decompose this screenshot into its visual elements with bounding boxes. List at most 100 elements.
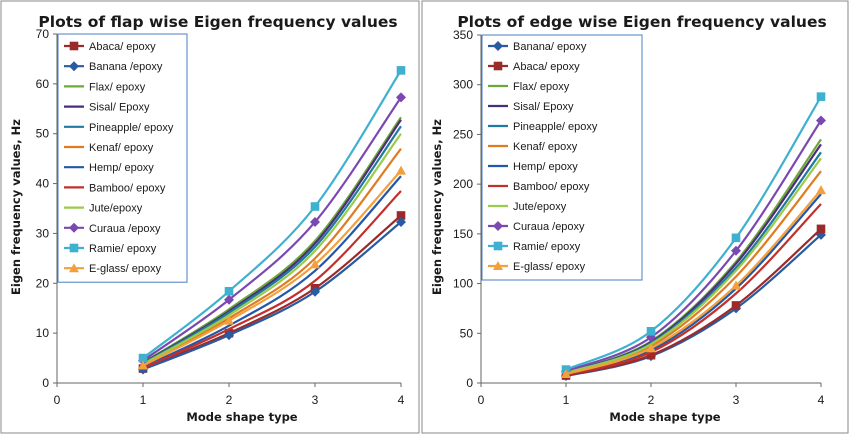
flapwise-y-tick-label: 20 [36, 276, 50, 290]
edgewise-x-tick-label: 2 [648, 393, 655, 407]
flapwise-legend-marker [69, 61, 79, 72]
edgewise-y-tick-label: 250 [453, 127, 473, 141]
flapwise-legend-item: Bamboo/ epoxy [64, 182, 166, 194]
flapwise-x-tick-label: 1 [140, 393, 147, 407]
flapwise-series-line [142, 69, 402, 359]
flapwise-chart-title: Plots of flap wise Eigen frequency value… [38, 13, 397, 31]
flapwise-series-8 [142, 133, 402, 366]
edgewise-plot-area: 0 50 100 150 200 250 300 350 0 1 2 3 4 [453, 28, 826, 407]
edgewise-legend-label: Hemp/ epoxy [513, 161, 578, 173]
edgewise-x-tick-label: 1 [563, 393, 570, 407]
edgewise-chart-panel: Plots of edge wise Eigen frequency value… [421, 0, 849, 434]
flapwise-series-11 [138, 165, 406, 370]
flapwise-x-tick-label: 0 [54, 393, 61, 407]
flapwise-series-9 [138, 92, 406, 366]
flapwise-data-point [310, 259, 320, 269]
edgewise-legend-label: Sisal/ Epoxy [513, 101, 574, 113]
flapwise-legend-label: Kenaf/ epoxy [89, 142, 154, 154]
flapwise-y-tick-label: 40 [36, 177, 50, 191]
flapwise-legend-item: E-glass/ epoxy [64, 263, 162, 275]
edgewise-y-axis-title: Eigen frequency values, Hz [430, 119, 444, 295]
flapwise-y-tick-label: 30 [36, 226, 50, 240]
flapwise-data-point [310, 286, 320, 297]
edgewise-legend-label: Bamboo/ epoxy [513, 181, 590, 193]
flapwise-legend-item: Abaca/ epoxy [64, 41, 156, 53]
flapwise-chart-panel: Plots of flap wise Eigen frequency value… [0, 0, 420, 434]
flapwise-legend-label: Bamboo/ epoxy [89, 182, 166, 194]
edgewise-series-line [565, 228, 822, 377]
edgewise-y-tick-label: 150 [453, 227, 473, 241]
flapwise-plot-area: 0 10 20 30 40 50 60 70 0 1 2 3 4 [36, 27, 406, 407]
flapwise-legend-label: Sisal/ Epoxy [89, 102, 150, 114]
flapwise-legend-item: Jute/epoxy [64, 203, 143, 215]
flapwise-legend-item: Banana /epoxy [64, 61, 163, 73]
edgewise-series-line [565, 189, 822, 376]
flapwise-y-tick-label: 10 [36, 326, 50, 340]
flapwise-legend-marker [69, 243, 79, 253]
edgewise-legend-label: Ramie/ epoxy [513, 241, 581, 253]
flapwise-legend-label: Jute/epoxy [89, 203, 143, 215]
flapwise-legend: Abaca/ epoxy Banana /epoxy Flax/ epoxy Sisa… [57, 33, 188, 283]
edgewise-data-point [731, 280, 741, 290]
edgewise-y-tick-label: 100 [453, 277, 473, 291]
flapwise-y-tick-label: 70 [36, 27, 50, 41]
edgewise-legend-item: Bamboo/ epoxy [488, 181, 590, 193]
flapwise-data-point [396, 165, 406, 175]
edgewise-legend-item: Pineapple/ epoxy [488, 121, 598, 133]
flapwise-series-7 [142, 190, 402, 370]
edgewise-x-tick-label: 3 [733, 393, 740, 407]
flapwise-x-tick-label: 2 [226, 393, 233, 407]
edgewise-series-line [565, 203, 822, 376]
flapwise-series-1 [138, 216, 406, 375]
flapwise-x-tick-label: 4 [398, 393, 405, 407]
edgewise-data-point [731, 233, 741, 243]
flapwise-series-line [142, 96, 402, 362]
edgewise-legend-label: Jute/epoxy [513, 201, 567, 213]
edgewise-legend-box [481, 34, 643, 281]
edgewise-chart-title: Plots of edge wise Eigen frequency value… [457, 13, 826, 31]
flapwise-data-point [138, 360, 148, 370]
flapwise-data-point [224, 286, 234, 296]
edgewise-legend-label: Kenaf/ epoxy [513, 141, 578, 153]
edgewise-x-axis-title: Mode shape type [609, 410, 720, 424]
edgewise-legend-label: E-glass/ epoxy [513, 261, 586, 273]
edgewise-series-7 [565, 203, 822, 376]
flapwise-data-point [224, 330, 234, 341]
flapwise-data-point [224, 294, 234, 305]
flapwise-data-point [396, 216, 406, 227]
flapwise-legend-item: Flax/ epoxy [64, 81, 146, 93]
edgewise-y-tick-label: 0 [466, 376, 473, 390]
flapwise-legend-label: Hemp/ epoxy [89, 162, 154, 174]
flapwise-legend-item: Curaua /epoxy [64, 222, 161, 235]
edgewise-data-point [816, 224, 826, 234]
edgewise-data-point [731, 301, 741, 310]
edgewise-legend-item: Hemp/ epoxy [488, 161, 578, 173]
flapwise-legend-label: Banana /epoxy [89, 61, 163, 73]
flapwise-series-4 [142, 125, 402, 365]
edgewise-series-line [565, 96, 822, 371]
flapwise-series-line [142, 221, 402, 371]
edgewise-y-tick-label: 50 [460, 326, 474, 340]
flapwise-legend-label: Abaca/ epoxy [89, 41, 156, 53]
flapwise-legend-marker [69, 222, 79, 233]
edgewise-legend-marker [493, 261, 503, 270]
flapwise-x-tick-label: 3 [312, 393, 319, 407]
flapwise-series-line [142, 169, 402, 367]
edgewise-legend-item: Kenaf/ epoxy [488, 141, 578, 153]
edgewise-data-point [731, 245, 741, 256]
edgewise-legend-marker [493, 241, 503, 251]
flapwise-legend-box [57, 33, 188, 283]
flapwise-legend-item: Hemp/ epoxy [64, 162, 154, 174]
flapwise-data-point [396, 66, 406, 75]
flapwise-data-point [310, 202, 320, 211]
flapwise-series-line [142, 214, 402, 370]
edgewise-series-line [565, 119, 822, 373]
edgewise-data-point [646, 343, 656, 353]
edgewise-data-point [816, 115, 826, 126]
flapwise-x-axis-title: Mode shape type [186, 410, 297, 424]
edgewise-series-line [565, 157, 822, 374]
flapwise-series-5 [142, 147, 402, 367]
edgewise-legend-item: Sisal/ Epoxy [488, 101, 574, 113]
flapwise-legend-marker [69, 263, 79, 273]
